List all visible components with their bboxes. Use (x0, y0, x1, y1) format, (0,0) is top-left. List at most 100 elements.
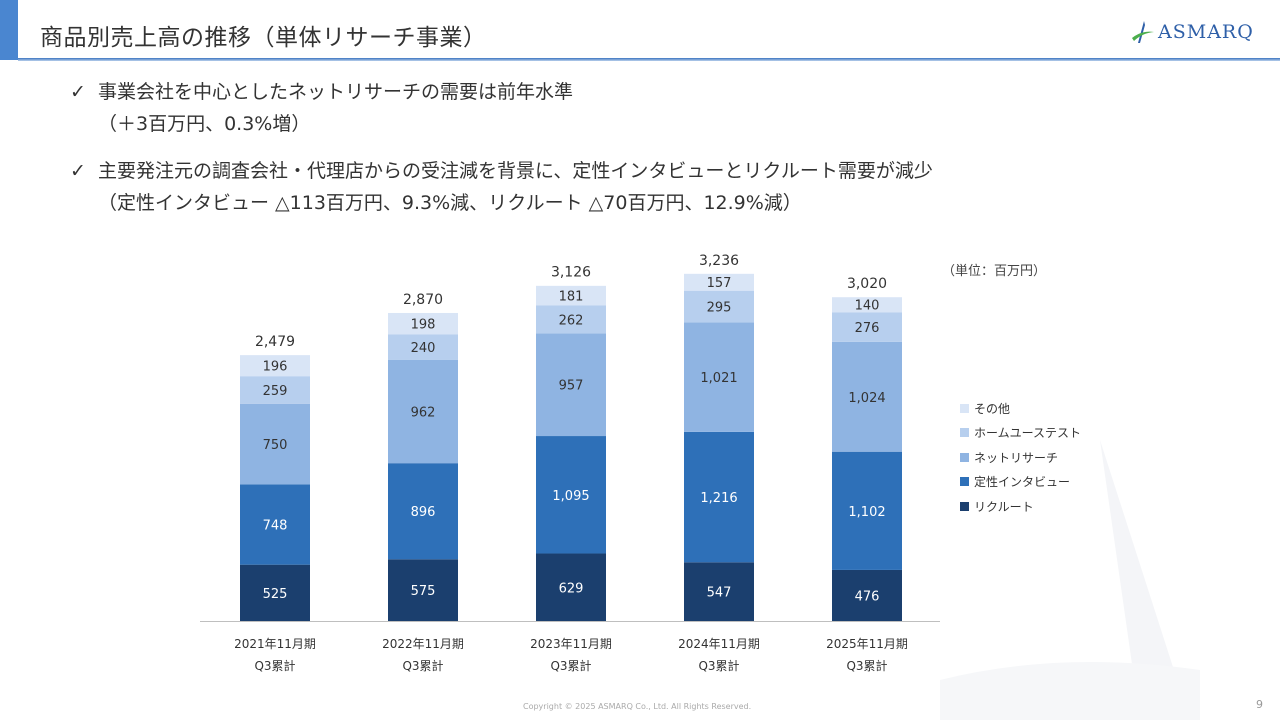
legend-label: ホームユーステスト (974, 426, 1082, 441)
x-tick-label: Q3累計 (698, 658, 739, 673)
bar-segment (684, 290, 754, 323)
bar-segment (536, 553, 606, 621)
data-label: 1,095 (552, 489, 589, 504)
legend-label: その他 (974, 401, 1011, 416)
data-label: 1,102 (848, 505, 885, 520)
bar-segment (536, 333, 606, 437)
bar-segment (536, 285, 606, 306)
bar-segment (240, 355, 310, 377)
total-label: 3,126 (551, 265, 591, 281)
data-label: 525 (263, 587, 288, 602)
x-tick-label: 2025年11月期 (826, 637, 908, 651)
bar-segment (684, 322, 754, 432)
total-label: 2,479 (255, 334, 295, 350)
legend-item: 定性インタビュー (960, 470, 1081, 495)
data-label: 750 (263, 438, 288, 453)
x-tick-label: 2022年11月期 (382, 637, 464, 651)
header-accent-bar (0, 0, 18, 60)
legend-label: 定性インタビュー (974, 475, 1071, 490)
data-label: 259 (263, 384, 288, 399)
data-label: 240 (411, 341, 436, 356)
legend-item: その他 (960, 396, 1081, 421)
bar-segment (832, 312, 902, 342)
page-number: 9 (1256, 698, 1263, 711)
bullet-text: 事業会社を中心としたネットリサーチの需要は前年水準 (98, 81, 574, 103)
bar-segment (388, 312, 458, 335)
bullet-2: ✓ 主要発注元の調査会社・代理店からの受注減を背景に、定性インタビューとリクルート… (70, 155, 933, 219)
data-label: 1,021 (700, 371, 737, 386)
legend-item: リクルート (960, 494, 1081, 519)
data-label: 962 (411, 406, 436, 421)
bar-segment (388, 359, 458, 464)
logo-watermark (940, 440, 1200, 720)
unit-label: （単位：百万円） (942, 264, 1047, 279)
legend-swatch (960, 501, 969, 511)
legend-label: ネットリサーチ (974, 450, 1059, 465)
data-label: 896 (411, 505, 436, 520)
total-label: 3,020 (847, 276, 887, 292)
bar-segment (684, 273, 754, 291)
bullet-text: 主要発注元の調査会社・代理店からの受注減を背景に、定性インタビューとリクルート需… (98, 160, 933, 182)
bar-segment (832, 341, 902, 452)
header-divider (18, 58, 1280, 61)
check-icon: ✓ (70, 81, 86, 103)
logo-mark-icon (1132, 21, 1154, 43)
chart-legend: その他ホームユーステスト ネットリサーチ 定性インタビュー リクルート (960, 396, 1081, 519)
bar-segment (536, 436, 606, 554)
total-label: 2,870 (403, 292, 443, 308)
bar-segment (240, 484, 310, 565)
bar-segment (536, 305, 606, 334)
data-label: 575 (411, 584, 436, 599)
x-tick-label: 2021年11月期 (234, 637, 316, 651)
legend-swatch (960, 452, 969, 462)
company-logo: ASMARQ (1130, 20, 1254, 44)
bar-segment (240, 564, 310, 621)
bullet-subtext: （＋3百万円、0.3%増） (98, 113, 311, 135)
x-tick-label: Q3累計 (846, 658, 887, 673)
bullet-subtext: （定性インタビュー △113百万円、9.3%減、リクルート △70百万円、12.… (98, 192, 802, 214)
data-label: 547 (707, 586, 732, 601)
data-label: 295 (707, 300, 732, 315)
total-label: 3,236 (699, 253, 739, 269)
bar-segment (832, 451, 902, 570)
x-tick-label: 2024年11月期 (678, 637, 760, 651)
data-label: 140 (855, 299, 880, 314)
bar-segment (832, 297, 902, 313)
bar-segment (388, 334, 458, 360)
x-tick-label: Q3累計 (550, 658, 591, 673)
page-title: 商品別売上高の推移（単体リサーチ事業） (40, 25, 487, 51)
data-label: 196 (263, 360, 288, 375)
data-label: 1,024 (848, 391, 885, 406)
legend-swatch (960, 403, 969, 413)
bar-segment (388, 463, 458, 560)
legend-item: ネットリサーチ (960, 445, 1081, 470)
data-label: 181 (559, 290, 584, 305)
x-tick-label: 2023年11月期 (530, 637, 612, 651)
data-label: 629 (559, 581, 584, 596)
data-label: 957 (559, 379, 584, 394)
legend-swatch (960, 428, 969, 438)
copyright: Copyright © 2025 ASMARQ Co., Ltd. All Ri… (523, 702, 752, 711)
logo-text: ASMARQ (1158, 21, 1254, 43)
data-label: 157 (707, 276, 732, 291)
x-tick-label: Q3累計 (254, 658, 295, 673)
data-label: 276 (855, 321, 880, 336)
x-tick-label: Q3累計 (402, 658, 443, 673)
bar-segment (832, 569, 902, 621)
bar-segment (684, 562, 754, 621)
legend-swatch (960, 477, 969, 487)
bullet-1: ✓ 事業会社を中心としたネットリサーチの需要は前年水準 （＋3百万円、0.3%増） (70, 76, 573, 140)
data-label: 262 (559, 313, 584, 328)
bar-segment (388, 559, 458, 621)
data-label: 476 (855, 589, 880, 604)
data-label: 1,216 (700, 491, 737, 506)
bar-segment (240, 403, 310, 485)
bar-segment (240, 376, 310, 404)
check-icon: ✓ (70, 160, 86, 182)
data-label: 198 (411, 318, 436, 333)
legend-item: ホームユーステスト (960, 421, 1081, 446)
bar-segment (684, 431, 754, 563)
legend-label: リクルート (974, 499, 1034, 514)
data-label: 748 (263, 519, 288, 534)
